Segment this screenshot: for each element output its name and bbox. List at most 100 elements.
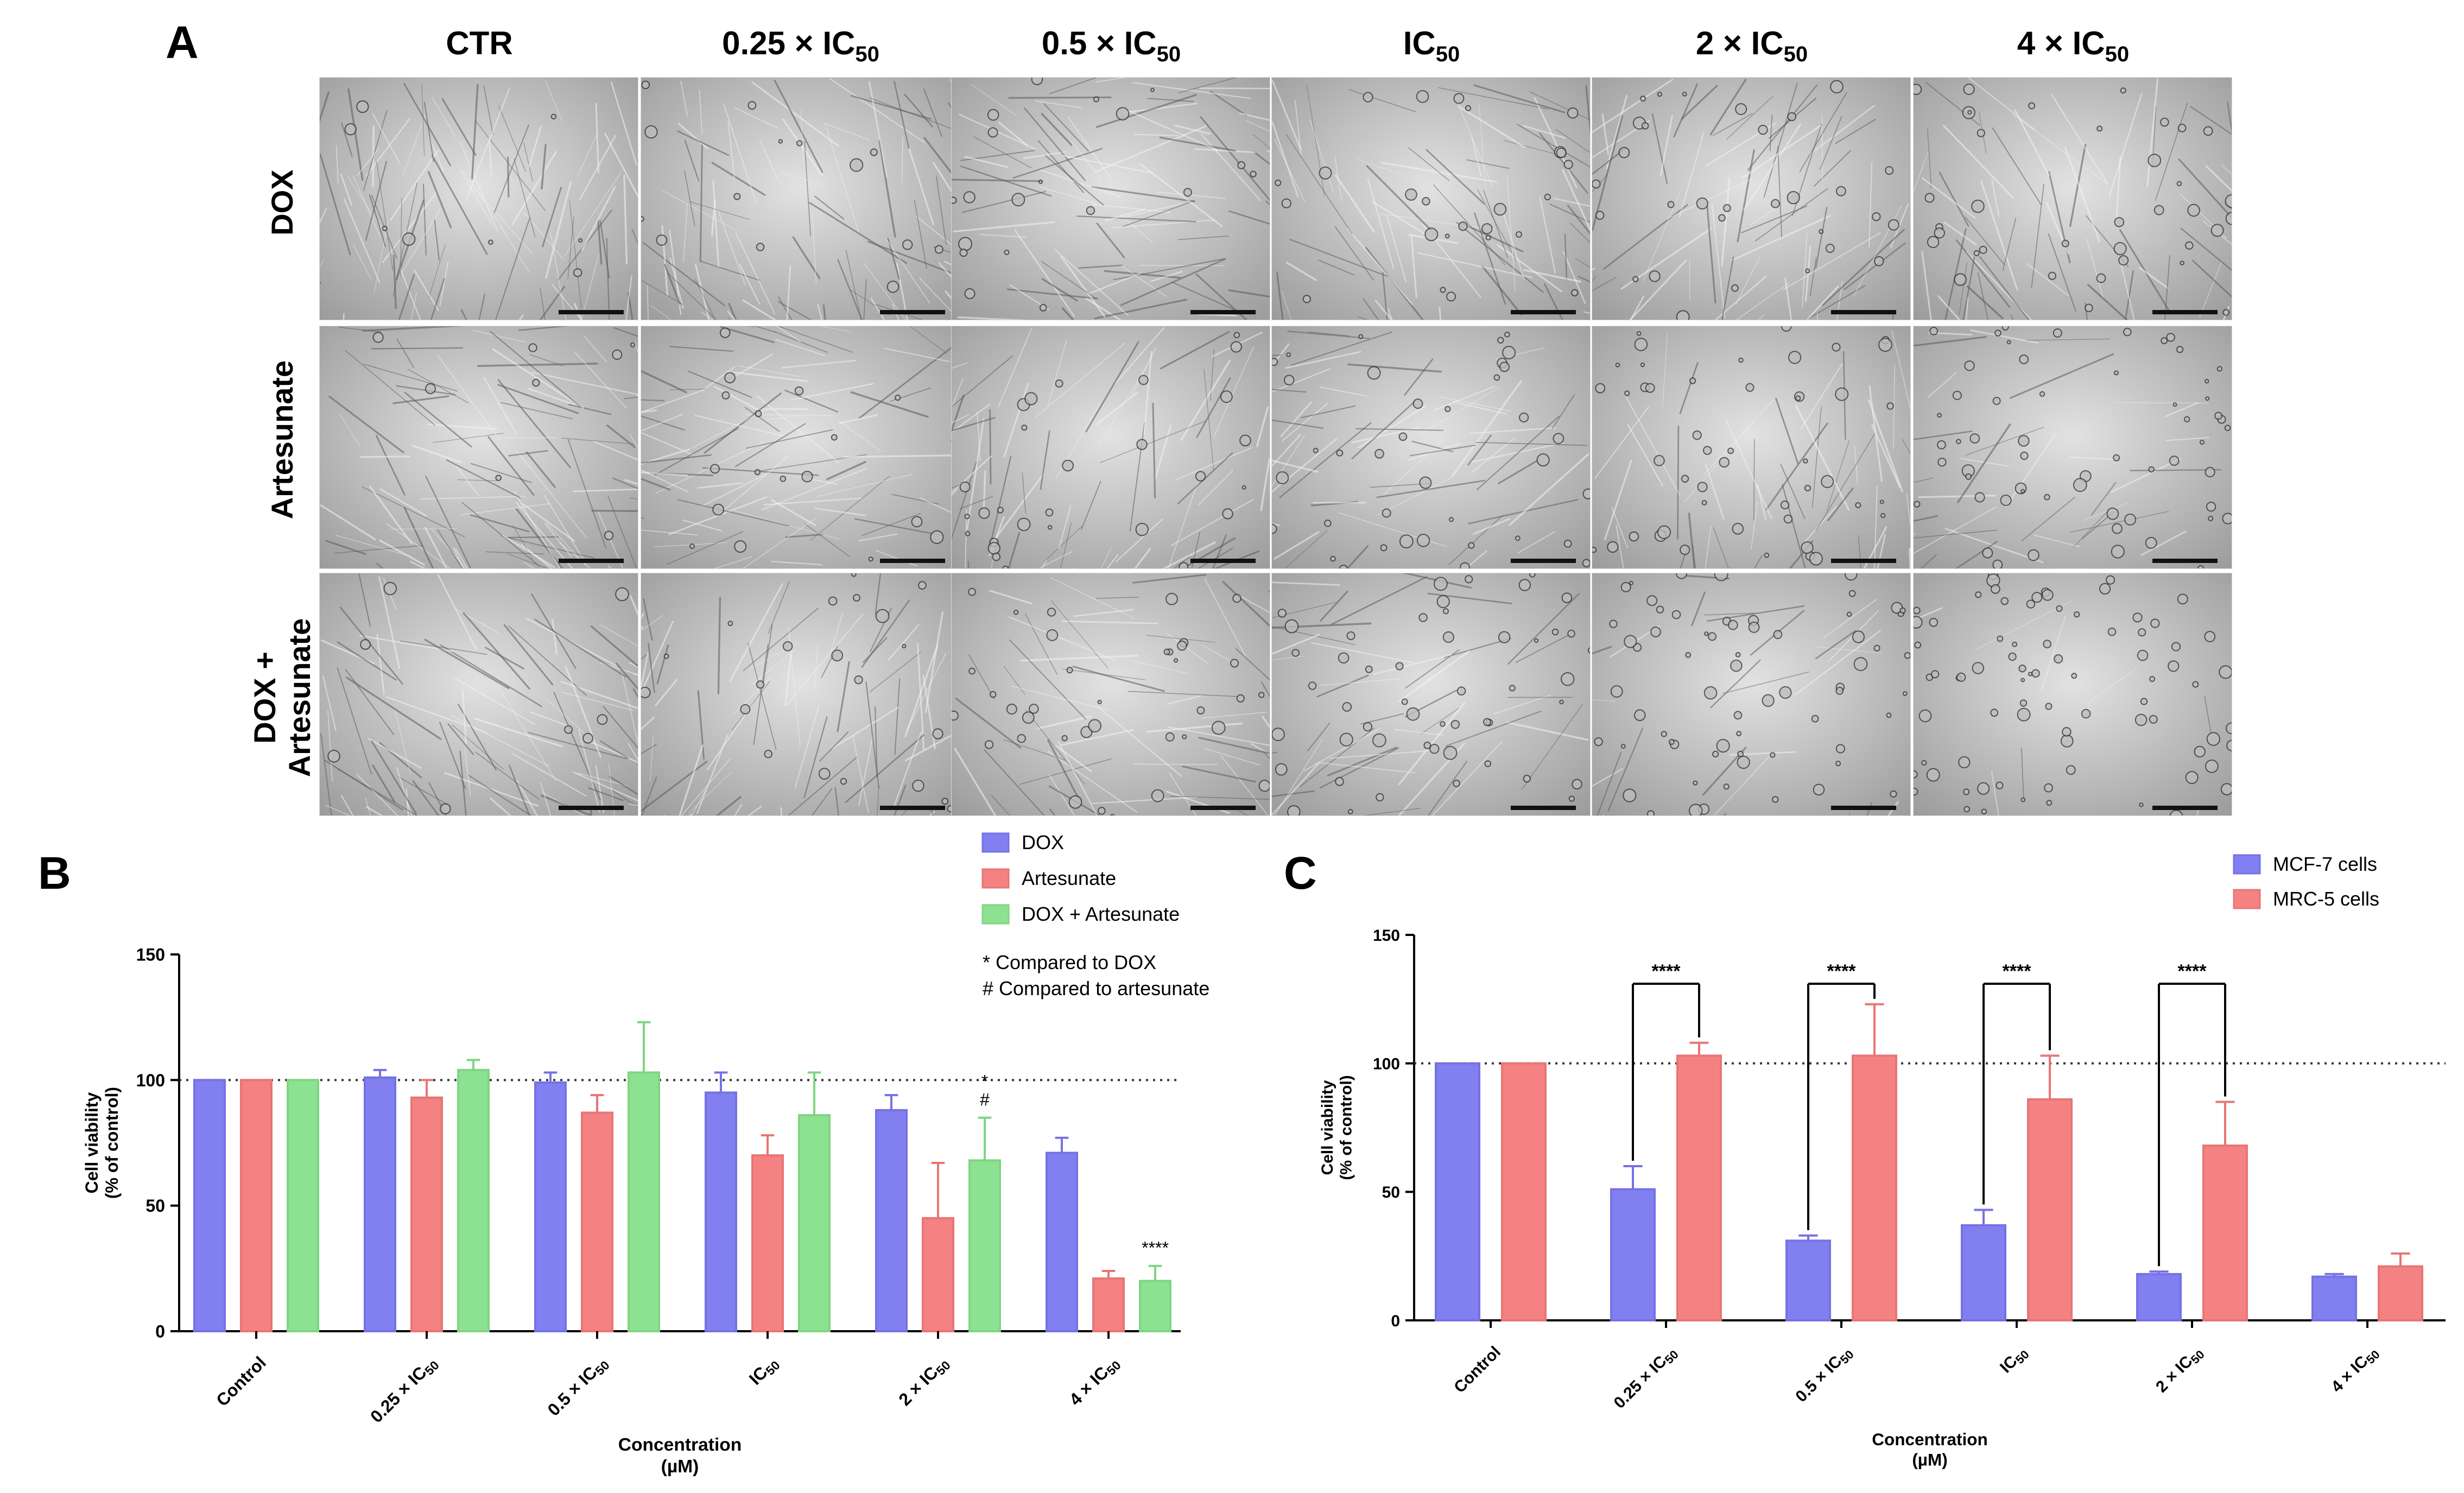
bar-dox-artesunate bbox=[798, 1114, 831, 1333]
bar-mrc-5-cells bbox=[2378, 1265, 2423, 1322]
column-header-text: 4 × IC bbox=[2017, 25, 2105, 61]
scale-bar bbox=[880, 806, 945, 810]
scale-bar bbox=[559, 559, 624, 563]
x-tick-label: 4 × IC50 bbox=[2328, 1343, 2383, 1398]
scale-bar bbox=[1190, 559, 1256, 563]
scale-bar bbox=[880, 559, 945, 563]
micrograph-image bbox=[641, 573, 960, 816]
bar-dox bbox=[364, 1076, 396, 1332]
y-axis-label: (% of control) bbox=[1338, 1075, 1355, 1180]
column-header-subscript: 50 bbox=[1156, 42, 1181, 66]
y-axis-label: Cell viability bbox=[82, 1092, 102, 1193]
x-axis-label: Concentration bbox=[1872, 1429, 1988, 1449]
y-tick-label: 0 bbox=[1391, 1312, 1400, 1330]
scale-bar bbox=[1511, 806, 1576, 810]
micrograph-image bbox=[1913, 573, 2232, 816]
significance-marker: **** bbox=[1652, 961, 1681, 982]
legend-swatch bbox=[981, 868, 1010, 889]
scale-bar bbox=[1831, 806, 1896, 810]
legend-label: DOX + Artesunate bbox=[1022, 903, 1180, 925]
column-header: 4 × IC50 bbox=[1913, 24, 2233, 67]
bar-mcf-7-cells bbox=[1435, 1062, 1480, 1321]
micrograph-image bbox=[1592, 326, 1911, 569]
micrograph-image bbox=[1271, 573, 1591, 816]
column-header-text: IC bbox=[1403, 25, 1436, 61]
legend-note: * Compared to DOX bbox=[983, 951, 1156, 973]
bar-dox-artesunate bbox=[457, 1068, 490, 1332]
micrograph-image bbox=[1913, 326, 2232, 569]
scale-bar bbox=[1511, 310, 1576, 314]
y-tick-label: 0 bbox=[155, 1322, 165, 1342]
column-header-text: CTR bbox=[446, 25, 513, 61]
bar-mrc-5-cells bbox=[1852, 1054, 1897, 1321]
legend-label: MCF-7 cells bbox=[2273, 853, 2377, 875]
scale-bar bbox=[559, 310, 624, 314]
column-header-text: 0.25 × IC bbox=[722, 25, 856, 61]
micrograph-image bbox=[1592, 77, 1911, 320]
bar-dox bbox=[193, 1079, 226, 1333]
y-tick-label: 150 bbox=[136, 945, 165, 965]
significance-marker: # bbox=[980, 1090, 990, 1110]
scale-bar bbox=[1511, 559, 1576, 563]
bar-dox-artesunate bbox=[287, 1079, 319, 1333]
micrograph-image bbox=[1271, 77, 1591, 320]
bar-artesunate bbox=[410, 1096, 443, 1332]
significance-marker: **** bbox=[2003, 961, 2032, 982]
column-header-subscript: 50 bbox=[1783, 42, 1808, 66]
panel-c-label: C bbox=[1284, 847, 1317, 899]
bar-dox bbox=[875, 1109, 908, 1333]
column-header-subscript: 50 bbox=[1435, 42, 1460, 66]
scale-bar bbox=[1190, 806, 1256, 810]
x-axis-label: (µM) bbox=[1912, 1450, 1947, 1470]
column-header-subscript: 50 bbox=[855, 42, 879, 66]
scale-bar bbox=[2152, 310, 2218, 314]
scale-bar bbox=[1831, 559, 1896, 563]
x-tick-label: Control bbox=[1450, 1343, 1504, 1397]
x-tick-label: 2 × IC50 bbox=[2152, 1343, 2207, 1398]
bar-mcf-7-cells bbox=[2136, 1273, 2182, 1322]
micrograph-image bbox=[1271, 326, 1591, 569]
significance-marker: **** bbox=[1142, 1238, 1169, 1258]
x-tick-label: 0.5 × IC50 bbox=[1792, 1343, 1856, 1407]
bar-mcf-7-cells bbox=[1961, 1224, 2006, 1322]
micrograph-image bbox=[951, 326, 1270, 569]
bar-dox bbox=[1046, 1152, 1078, 1332]
column-header-text: 2 × IC bbox=[1695, 25, 1784, 61]
micrograph-image bbox=[319, 77, 638, 320]
legend-note: # Compared to artesunate bbox=[983, 977, 1209, 999]
significance-marker: * bbox=[981, 1072, 988, 1091]
scale-bar bbox=[559, 806, 624, 810]
bar-dox bbox=[534, 1081, 567, 1332]
panel-b-label: B bbox=[38, 847, 71, 899]
x-tick-label: 0.25 × IC50 bbox=[1611, 1343, 1681, 1414]
legend-label: Artesunate bbox=[1022, 867, 1116, 889]
micrograph-image bbox=[319, 573, 638, 816]
column-header-subscript: 50 bbox=[2105, 42, 2130, 66]
legend-swatch bbox=[2233, 854, 2261, 875]
scale-bar bbox=[1190, 310, 1256, 314]
legend-swatch bbox=[981, 832, 1010, 853]
scale-bar bbox=[2152, 559, 2218, 563]
y-axis-label: Cell viability bbox=[1319, 1080, 1336, 1175]
column-header: 0.25 × IC50 bbox=[641, 24, 961, 67]
bar-mcf-7-cells bbox=[1610, 1188, 1656, 1322]
bar-mrc-5-cells bbox=[1501, 1062, 1547, 1321]
panel-a-label: A bbox=[166, 17, 199, 68]
micrograph-image bbox=[641, 326, 960, 569]
y-tick-label: 150 bbox=[1373, 927, 1400, 945]
micrograph-image bbox=[319, 326, 638, 569]
x-tick-label: IC50 bbox=[1997, 1343, 2032, 1378]
bar-mcf-7-cells bbox=[1785, 1239, 1831, 1321]
legend-swatch bbox=[981, 904, 1010, 925]
bar-mrc-5-cells bbox=[1676, 1054, 1722, 1321]
column-header: CTR bbox=[319, 24, 639, 62]
y-tick-label: 100 bbox=[1373, 1055, 1400, 1073]
chart-b: 0 50 100 150 Cell viability (% of control) Con… bbox=[82, 831, 1209, 1477]
micrograph-image bbox=[641, 77, 960, 320]
bar-mcf-7-cells bbox=[2311, 1275, 2357, 1322]
column-header: IC50 bbox=[1271, 24, 1592, 67]
column-header-text: 0.5 × IC bbox=[1041, 25, 1157, 61]
micrograph-image bbox=[1913, 77, 2232, 320]
x-axis-label: Concentration bbox=[618, 1435, 742, 1455]
